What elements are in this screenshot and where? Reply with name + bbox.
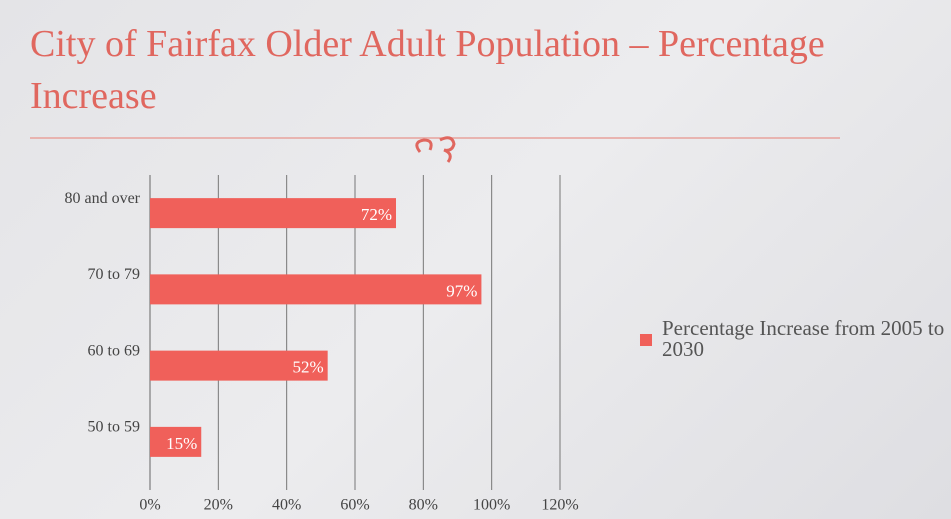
value-label: 15% — [166, 434, 197, 453]
value-label: 72% — [361, 205, 392, 224]
y-tick-label: 70 to 79 — [88, 266, 140, 283]
y-tick-label: 80 and over — [64, 190, 140, 207]
legend-label: Percentage Increase from 2005 to 2030 — [662, 316, 945, 361]
value-label: 97% — [446, 281, 477, 300]
bar — [150, 426, 202, 457]
x-tick-label: 20% — [204, 497, 233, 514]
chart-title: City of Fairfax Older Adult Population –… — [30, 23, 825, 117]
x-tick-label: 0% — [139, 497, 160, 514]
x-tick-label: 60% — [340, 497, 369, 514]
x-tick-label: 100% — [473, 497, 510, 514]
value-label: 52% — [292, 358, 323, 377]
bar — [150, 350, 328, 381]
x-tick-label: 80% — [409, 497, 438, 514]
y-tick-label: 50 to 59 — [88, 419, 140, 436]
x-tick-label: 40% — [272, 497, 301, 514]
bar — [150, 198, 396, 229]
x-tick-label: 120% — [541, 497, 578, 514]
bar — [150, 274, 482, 305]
legend-swatch — [640, 334, 652, 346]
ornament — [415, 136, 456, 163]
y-tick-label: 60 to 69 — [88, 342, 140, 359]
